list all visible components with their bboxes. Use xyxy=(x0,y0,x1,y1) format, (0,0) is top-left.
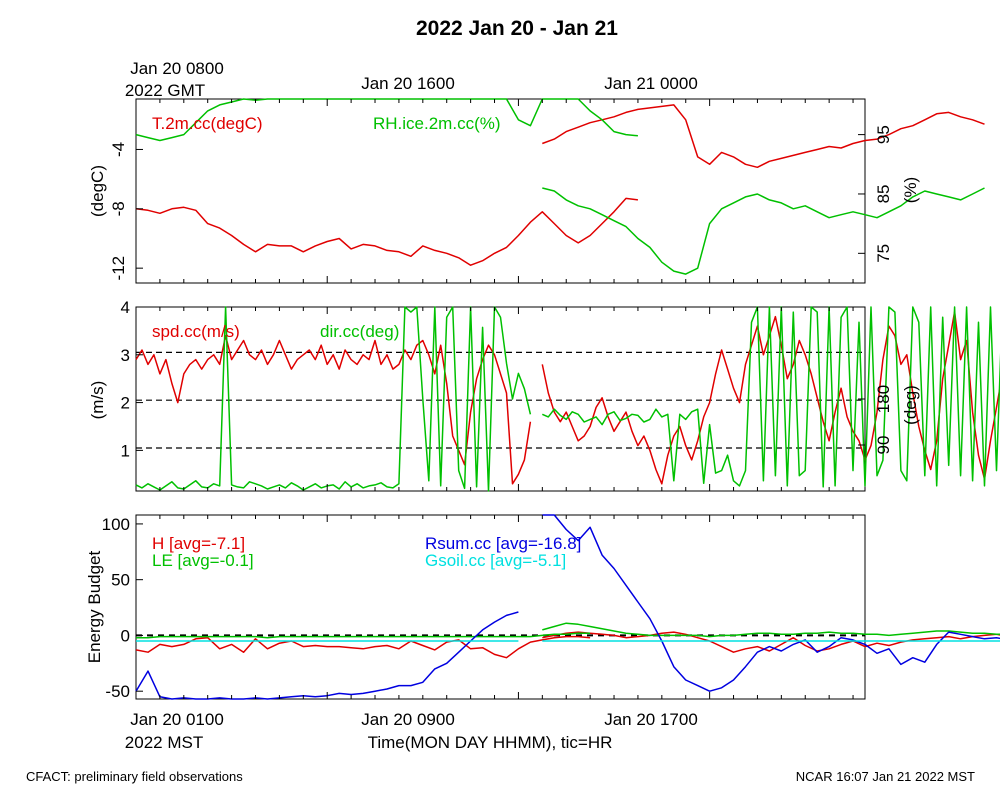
legend-soil-heat-flux: Gsoil.cc [avg=-5.1] xyxy=(425,551,566,570)
y-tick-label: 2 xyxy=(121,394,130,413)
panel-2-right-axis-label: (deg) xyxy=(901,385,920,425)
series-line-rsum-cc xyxy=(542,514,1000,692)
series-line-dir-cc-deg xyxy=(542,306,1000,488)
legend-net-radiation: Rsum.cc [avg=-16.8] xyxy=(425,534,581,553)
legend-latent-heat: LE [avg=-0.1] xyxy=(152,551,254,570)
panel-1-ticks: -4 -8 -12 95 85 75 xyxy=(109,99,893,283)
legend-temperature: T.2m.cc(degC) xyxy=(152,114,263,133)
panel-1-lines xyxy=(135,98,985,275)
panel-3-frame xyxy=(135,514,866,700)
y-tick-label: 0 xyxy=(121,626,130,645)
y-tick-label-right: 85 xyxy=(874,185,893,204)
series-line-spd-cc-m-s xyxy=(135,334,532,485)
bottom-time-label-1: Jan 20 0100 xyxy=(130,710,224,729)
panel-2-left-axis-label: (m/s) xyxy=(88,381,107,420)
y-tick-label-right: 95 xyxy=(874,125,893,144)
footer-left: CFACT: preliminary field observations xyxy=(26,769,243,784)
series-line-rh-ice-2m-cc xyxy=(542,187,985,275)
panel-energy-budget: 100 50 0 -50 Energy Budget H [avg=-7.1] LE … xyxy=(85,514,1000,701)
panel-3-ticks: 100 50 0 -50 xyxy=(102,515,854,701)
y-tick-label-right: 90 xyxy=(874,436,893,455)
top-time-label-2: Jan 20 1600 xyxy=(361,74,455,93)
bottom-time-zone-label: 2022 MST xyxy=(125,733,203,752)
top-time-label-1: Jan 20 0800 xyxy=(130,59,224,78)
legend-sensible-heat: H [avg=-7.1] xyxy=(152,534,245,553)
panel-2-lines xyxy=(135,306,1000,492)
y-tick-label: 3 xyxy=(121,346,130,365)
chart-title: 2022 Jan 20 - Jan 21 xyxy=(416,17,618,40)
series-line-rh-ice-2m-cc xyxy=(135,98,638,142)
series-line-t-2m-cc-degc xyxy=(135,197,638,266)
y-tick-label: -50 xyxy=(105,682,130,701)
y-tick-label: 4 xyxy=(121,298,130,317)
series-line-spd-cc-m-s xyxy=(541,311,1000,485)
series-line-le xyxy=(542,622,1000,638)
panel-temperature-humidity: -4 -8 -12 95 85 75 (degC) (%) T.2m.cc(degC) R… xyxy=(88,98,985,284)
legend-wind-speed: spd.cc(m/s) xyxy=(152,322,240,341)
bottom-time-label-3: Jan 20 1700 xyxy=(604,710,698,729)
x-axis-label: Time(MON DAY HHMM), tic=HR xyxy=(368,733,613,752)
series-line-h xyxy=(135,635,591,659)
top-time-zone-label: 2022 GMT xyxy=(125,81,205,100)
panel-3-lines xyxy=(135,514,1000,700)
panel-1-right-axis-label: (%) xyxy=(901,177,920,203)
panel-2-ticks: 1 2 3 4 90 180 xyxy=(121,298,893,491)
series-line-t-2m-cc-degc xyxy=(542,104,985,169)
panel-1-left-axis-label: (degC) xyxy=(88,165,107,217)
y-tick-label: -8 xyxy=(109,201,128,216)
series-line-rsum-cc xyxy=(135,611,519,700)
panel-3-axis-label: Energy Budget xyxy=(85,550,104,663)
series-line-le xyxy=(136,632,591,639)
series-line-dir-cc-deg xyxy=(135,306,532,492)
y-tick-label-right: 75 xyxy=(874,244,893,263)
y-tick-label-right: 180 xyxy=(874,385,893,413)
panel-2-reference-lines xyxy=(136,351,865,449)
footer-right: NCAR 16:07 Jan 21 2022 MST xyxy=(796,769,975,784)
top-time-label-3: Jan 21 0000 xyxy=(604,74,698,93)
panel-wind: 1 2 3 4 90 180 (m/s) (deg) spd.cc(m/s) dir.cc… xyxy=(88,298,1000,492)
panel-2-frame xyxy=(135,306,866,492)
legend-wind-direction: dir.cc(deg) xyxy=(320,322,399,341)
y-tick-label: 100 xyxy=(102,515,130,534)
series-line-h xyxy=(542,631,1000,653)
y-tick-label: 1 xyxy=(121,441,130,460)
y-tick-label: -4 xyxy=(109,142,128,157)
bottom-time-label-2: Jan 20 0900 xyxy=(361,710,455,729)
y-tick-label: 50 xyxy=(111,571,130,590)
y-tick-label: -12 xyxy=(109,256,128,281)
legend-humidity: RH.ice.2m.cc(%) xyxy=(373,114,501,133)
